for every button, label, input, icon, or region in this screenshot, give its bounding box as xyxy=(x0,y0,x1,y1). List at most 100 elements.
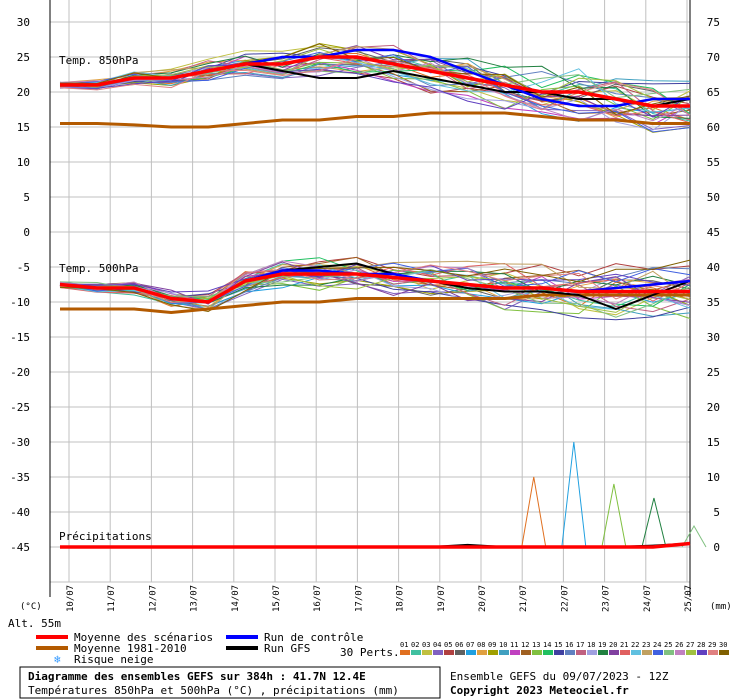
perturbation-color-legend: 01 02 03 04 05 06 07 08 09 10 11 12 13 14 15 16 17 18 19 20… xyxy=(400,641,729,655)
legend-climo: Moyenne 1981-2010 xyxy=(74,642,187,655)
x-tick-label: 10/07 xyxy=(66,585,76,612)
perturbation-line xyxy=(59,259,691,313)
pert-legend-swatch xyxy=(609,650,619,655)
perturbation-line xyxy=(59,261,691,305)
pert-legend-label: 11 xyxy=(510,641,518,649)
pert-legend-swatch xyxy=(433,650,443,655)
pert-legend-swatch xyxy=(620,650,630,655)
left-tick-label: -10 xyxy=(10,296,30,309)
pert-legend-label: 28 xyxy=(697,641,705,649)
right-tick-label: 40 xyxy=(707,261,720,274)
copyright: Copyright 2023 Meteociel.fr xyxy=(450,684,629,697)
precip-perturbation xyxy=(641,497,667,548)
x-tick-label: 20/07 xyxy=(478,585,488,612)
left-tick-label: -25 xyxy=(10,401,30,414)
right-tick-label: 5 xyxy=(713,506,720,519)
left-tick-label: -45 xyxy=(10,541,30,554)
left-unit-label: (°C) xyxy=(20,602,42,612)
panel-label-t850: Temp. 850hPa xyxy=(59,54,138,67)
pert-legend-swatch xyxy=(686,650,696,655)
x-tick-label: 17/07 xyxy=(354,585,364,612)
right-tick-label: 50 xyxy=(707,191,720,204)
pert-legend-swatch xyxy=(697,650,707,655)
pert-legend-label: 23 xyxy=(642,641,650,649)
pert-legend-label: 10 xyxy=(499,641,507,649)
right-tick-label: 15 xyxy=(707,436,720,449)
x-tick-label: 14/07 xyxy=(231,585,241,612)
pert-legend-swatch xyxy=(499,650,509,655)
pert-legend-swatch xyxy=(576,650,586,655)
pert-legend-label: 18 xyxy=(587,641,595,649)
left-tick-label: 5 xyxy=(23,191,30,204)
x-tick-label: 25/07 xyxy=(684,585,694,612)
pert-legend-swatch xyxy=(653,650,663,655)
panel-label-t500: Temp. 500hPa xyxy=(59,262,138,275)
pert-legend-label: 03 xyxy=(422,641,430,649)
pert-legend-swatch xyxy=(587,650,597,655)
left-tick-label: -40 xyxy=(10,506,30,519)
pert-legend-swatch xyxy=(510,650,520,655)
left-tick-label: -5 xyxy=(17,261,30,274)
snowflake-icon: ❄ xyxy=(54,653,61,666)
pert-legend-swatch xyxy=(521,650,531,655)
pert-legend-label: 04 xyxy=(433,641,441,649)
pert-legend-label: 09 xyxy=(488,641,496,649)
perturbation-line xyxy=(59,48,691,101)
pert-legend-swatch xyxy=(719,650,729,655)
left-tick-label: 30 xyxy=(17,16,30,29)
right-tick-label: 25 xyxy=(707,366,720,379)
x-tick-label: 12/07 xyxy=(148,585,158,612)
left-tick-label: 25 xyxy=(17,51,30,64)
pert-legend-label: 02 xyxy=(411,641,419,649)
perturbation-line xyxy=(59,53,691,119)
altitude-label: Alt. 55m xyxy=(8,617,61,630)
precip-perturbation xyxy=(521,476,547,548)
pert-legend-swatch xyxy=(554,650,564,655)
x-tick-label: 11/07 xyxy=(107,585,117,612)
pert-legend-swatch xyxy=(444,650,454,655)
pert-legend-swatch xyxy=(642,650,652,655)
panel-label-precip: Précipitations xyxy=(59,530,152,543)
legend-snow: Risque neige xyxy=(74,653,153,666)
left-tick-label: -20 xyxy=(10,366,30,379)
precip-perturbation xyxy=(681,524,707,548)
pert-legend-label: 21 xyxy=(620,641,628,649)
right-tick-label: 75 xyxy=(707,16,720,29)
pert-legend-swatch xyxy=(455,650,465,655)
right-tick-label: 45 xyxy=(707,226,720,239)
right-tick-label: 30 xyxy=(707,331,720,344)
left-tick-label: 20 xyxy=(17,86,30,99)
left-tick-label: 15 xyxy=(17,121,30,134)
pert-legend-swatch xyxy=(488,650,498,655)
legend-mean: Moyenne des scénarios xyxy=(74,631,213,644)
pert-legend-label: 19 xyxy=(598,641,606,649)
pert-legend-swatch xyxy=(532,650,542,655)
legend: Moyenne des scénarios Moyenne 1981-2010 … xyxy=(36,631,729,666)
pert-legend-swatch xyxy=(477,650,487,655)
pert-legend-label: 12 xyxy=(521,641,529,649)
precip-perturbation xyxy=(601,483,627,548)
chart-grid xyxy=(49,0,691,597)
pert-legend-label: 13 xyxy=(532,641,540,649)
right-tick-label: 10 xyxy=(707,471,720,484)
x-tick-label: 22/07 xyxy=(560,585,570,612)
legend-perts: 30 Perts. xyxy=(340,646,400,659)
pert-legend-swatch xyxy=(708,650,718,655)
pert-legend-swatch xyxy=(675,650,685,655)
right-tick-label: 35 xyxy=(707,296,720,309)
footer-box xyxy=(19,666,441,699)
pert-legend-swatch xyxy=(598,650,608,655)
pert-legend-label: 27 xyxy=(686,641,694,649)
pert-legend-swatch xyxy=(422,650,432,655)
right-tick-label: 60 xyxy=(707,121,720,134)
climo-line-t500 xyxy=(60,293,690,314)
pert-legend-label: 07 xyxy=(466,641,474,649)
climo-line-t850 xyxy=(60,111,690,129)
x-tick-label: 16/07 xyxy=(313,585,323,612)
chart-title: Diagramme des ensembles GEFS sur 384h : … xyxy=(28,670,366,683)
chart-subtitle: Températures 850hPa et 500hPa (°C) , pré… xyxy=(28,684,399,697)
pert-legend-label: 08 xyxy=(477,641,485,649)
pert-legend-label: 17 xyxy=(576,641,584,649)
right-unit-label: (mm) xyxy=(710,602,732,612)
